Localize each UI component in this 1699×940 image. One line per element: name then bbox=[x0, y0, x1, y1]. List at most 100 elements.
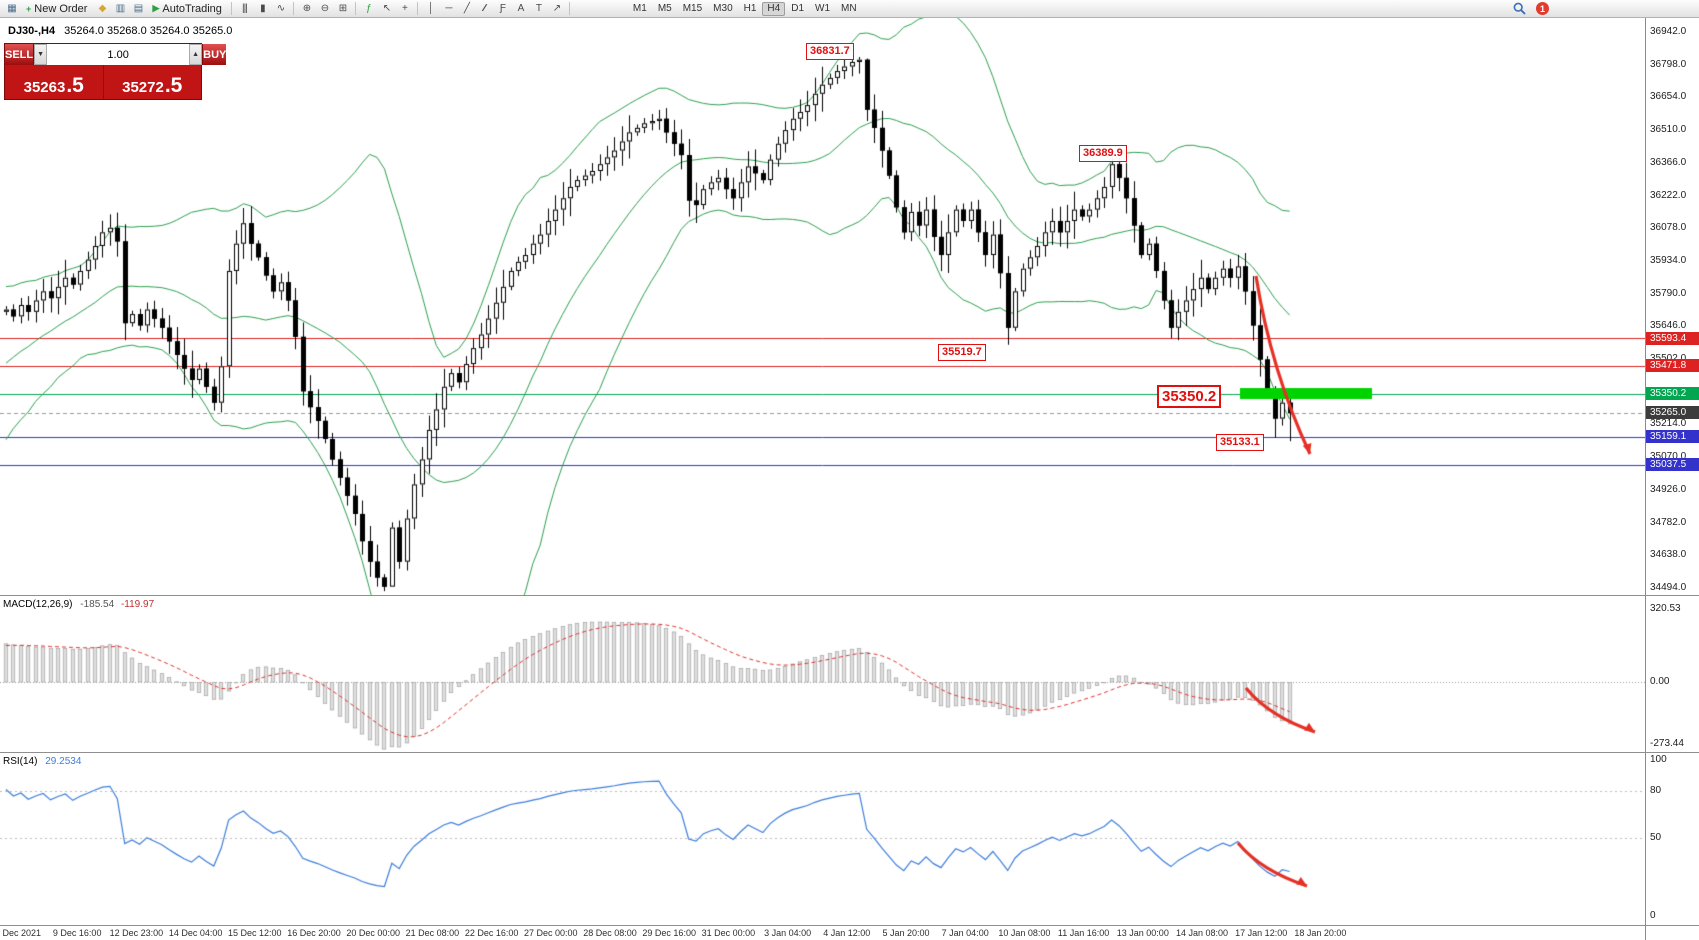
time-axis-label: 28 Dec 08:00 bbox=[583, 928, 637, 938]
axis-tick-label: 35646.0 bbox=[1650, 320, 1687, 332]
vertical-line-icon[interactable]: │ bbox=[427, 3, 434, 14]
volume-input[interactable] bbox=[47, 44, 190, 65]
price-annotation[interactable]: 35133.1 bbox=[1216, 434, 1264, 451]
panel-separator[interactable] bbox=[0, 925, 1699, 926]
text-icon[interactable]: A bbox=[517, 3, 525, 14]
bar-chart-icon[interactable]: ||| bbox=[242, 3, 248, 14]
zoom-in-icon[interactable]: ⊕ bbox=[302, 3, 311, 14]
timeframe-m5[interactable]: M5 bbox=[657, 3, 672, 14]
toolbar-separator bbox=[416, 2, 418, 15]
trendline-icon[interactable]: ╱ bbox=[463, 3, 470, 14]
axis-tick-label: 35934.0 bbox=[1650, 254, 1687, 266]
axis-tick-label: 36366.0 bbox=[1650, 156, 1687, 168]
timeframe-m15[interactable]: M15 bbox=[682, 3, 703, 14]
axis-tick-label: 36510.0 bbox=[1650, 124, 1687, 136]
macd-panel-canvas[interactable] bbox=[0, 596, 1645, 753]
tile-windows-icon[interactable]: ⊞ bbox=[338, 3, 347, 14]
price-annotation[interactable]: 35350.2 bbox=[1157, 385, 1222, 408]
rsi-panel-canvas[interactable] bbox=[0, 753, 1645, 926]
macd-label: MACD(12,26,9) -185.54 -119.97 bbox=[3, 599, 154, 610]
timeframe-group: M1 M5 M15 M30 H1 H4 D1 W1 MN bbox=[628, 1, 862, 16]
axis-tick-label: 100 bbox=[1650, 754, 1667, 765]
time-axis-label: 17 Jan 12:00 bbox=[1235, 928, 1288, 938]
toolbar-separator bbox=[292, 2, 294, 15]
buy-price[interactable]: 35272.5 bbox=[104, 65, 202, 99]
axis-tick-label: 36222.0 bbox=[1650, 189, 1687, 201]
fibonacci-icon[interactable]: Ƒ bbox=[499, 3, 506, 14]
time-axis-label: 9 Dec 16:00 bbox=[52, 928, 102, 938]
time-axis-label: 21 Dec 08:00 bbox=[405, 928, 460, 938]
new-chart-icon[interactable]: ▦ bbox=[7, 3, 16, 14]
timeframe-m1[interactable]: M1 bbox=[632, 3, 647, 14]
volume-up-button[interactable]: ▲ bbox=[189, 44, 203, 65]
navigator-icon[interactable]: ▤ bbox=[133, 3, 143, 14]
time-axis-label: 16 Dec 20:00 bbox=[287, 928, 341, 938]
time-axis-label: 15 Dec 12:00 bbox=[228, 928, 282, 938]
time-axis-label: 20 Dec 00:00 bbox=[346, 928, 400, 938]
time-axis-label: 22 Dec 16:00 bbox=[464, 928, 519, 938]
axis-tick-label: 0.00 bbox=[1650, 676, 1670, 688]
price-tag: 35471.8 bbox=[1646, 359, 1699, 373]
time-axis-label: 29 Dec 16:00 bbox=[642, 928, 696, 938]
axis-tick-label: 80 bbox=[1650, 785, 1662, 797]
autotrading-button[interactable]: ▶ AutoTrading bbox=[147, 1, 226, 16]
price-tag: 35159.1 bbox=[1646, 430, 1699, 444]
rsi-name: RSI(14) bbox=[3, 756, 38, 767]
panel-separator[interactable] bbox=[0, 752, 1699, 753]
timeframe-w1[interactable]: W1 bbox=[815, 3, 831, 14]
time-axis-label: 31 Dec 00:00 bbox=[701, 928, 756, 938]
sell-price-main: 35263 bbox=[23, 79, 66, 96]
symbol-label: DJ30-,H4 bbox=[8, 25, 56, 37]
market-watch-icon[interactable]: ▥ bbox=[115, 3, 125, 14]
price-annotation[interactable]: 35519.7 bbox=[938, 344, 986, 361]
sell-price[interactable]: 35263.5 bbox=[5, 65, 104, 99]
buy-button[interactable]: BUY bbox=[202, 44, 227, 65]
search-icon[interactable] bbox=[1513, 2, 1526, 15]
timeframe-h4[interactable]: H4 bbox=[762, 1, 786, 16]
volume-control: ▼ ▲ bbox=[34, 44, 203, 65]
indicators-icon[interactable]: ƒ bbox=[366, 3, 372, 14]
zoom-out-icon[interactable]: ⊖ bbox=[320, 3, 329, 14]
new-order-button-label: New Order bbox=[34, 2, 88, 15]
horizontal-line-icon[interactable]: ─ bbox=[445, 3, 452, 14]
price-annotation[interactable]: 36831.7 bbox=[806, 43, 854, 60]
time-axis-label: 14 Dec 04:00 bbox=[168, 928, 223, 938]
channel-icon[interactable]: ∕∕ bbox=[483, 3, 486, 14]
time-axis-label: 4 Jan 12:00 bbox=[823, 928, 871, 938]
volume-down-button[interactable]: ▼ bbox=[34, 44, 48, 65]
time-axis-label: 12 Dec 23:00 bbox=[109, 928, 164, 938]
time-axis-label: 7 Dec 2021 bbox=[0, 928, 42, 938]
main-chart-canvas[interactable] bbox=[0, 18, 1645, 596]
timeframe-m30[interactable]: M30 bbox=[713, 3, 733, 14]
panel-separator[interactable] bbox=[0, 595, 1699, 596]
autotrading-button-icon: ▶ bbox=[152, 3, 160, 13]
time-axis-label: 18 Jan 20:00 bbox=[1294, 928, 1347, 938]
timeframe-h1[interactable]: H1 bbox=[743, 3, 757, 14]
label-icon[interactable]: T bbox=[535, 3, 542, 14]
metaeditor-icon[interactable]: ◆ bbox=[98, 3, 107, 14]
axis-tick-label: 50 bbox=[1650, 832, 1662, 843]
axis-tick-label: 36654.0 bbox=[1650, 91, 1687, 103]
line-chart-icon[interactable]: ∿ bbox=[276, 3, 285, 14]
price-axis[interactable]: 36942.0 36798.0 36654.0 36510.0 36366.0 36222… bbox=[1645, 18, 1699, 940]
toolbar-separator bbox=[230, 2, 232, 15]
timeframe-d1[interactable]: D1 bbox=[791, 3, 805, 14]
toolbar-right: 1 bbox=[1513, 2, 1549, 15]
new-order-button[interactable]: + New Order bbox=[21, 1, 92, 16]
cursor-icon[interactable]: ↖ bbox=[382, 3, 391, 14]
price-annotation[interactable]: 36389.9 bbox=[1079, 145, 1127, 162]
axis-tick-label: 36798.0 bbox=[1650, 58, 1687, 70]
axis-tick-label: 34782.0 bbox=[1650, 516, 1687, 528]
time-axis[interactable]: 7 Dec 2021 9 Dec 16:00 12 Dec 23:00 14 Dec … bbox=[0, 926, 1645, 940]
sell-button[interactable]: SELL bbox=[5, 44, 35, 65]
axis-tick-label: 35214.0 bbox=[1650, 418, 1687, 430]
candlestick-icon[interactable]: ▮ bbox=[260, 3, 266, 14]
crosshair-icon[interactable]: + bbox=[401, 3, 408, 14]
price-tag: 35593.4 bbox=[1646, 331, 1699, 345]
notification-badge[interactable]: 1 bbox=[1536, 2, 1549, 15]
timeframe-mn[interactable]: MN bbox=[841, 3, 857, 14]
new-order-button-icon: + bbox=[26, 3, 32, 14]
arrows-icon[interactable]: ↗ bbox=[552, 3, 561, 14]
rsi-label: RSI(14) 29.2534 bbox=[3, 756, 81, 767]
chart-title: DJ30-,H4 35264.0 35268.0 35264.0 35265.0 bbox=[8, 25, 232, 37]
